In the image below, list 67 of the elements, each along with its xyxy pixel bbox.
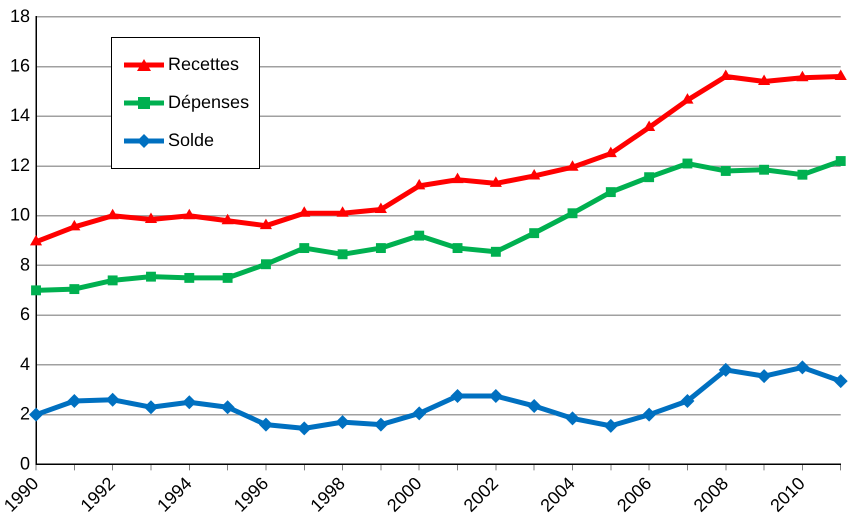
y-tick-label: 18: [10, 6, 30, 26]
y-tick-label: 6: [20, 304, 30, 324]
point: [836, 156, 846, 166]
point: [222, 272, 233, 283]
point: [414, 230, 424, 241]
point: [144, 400, 158, 414]
point: [527, 398, 542, 413]
point: [31, 285, 41, 296]
point: [338, 249, 348, 260]
point: [258, 418, 273, 432]
point: [642, 408, 656, 422]
point: [718, 362, 733, 377]
point: [566, 160, 579, 171]
point: [451, 172, 464, 184]
point: [452, 243, 462, 254]
point: [412, 406, 426, 420]
point: [260, 218, 272, 230]
point: [374, 202, 387, 214]
y-tick-label: 8: [20, 254, 30, 274]
point: [759, 164, 770, 175]
point: [108, 275, 118, 286]
point: [336, 206, 349, 217]
point: [604, 418, 618, 433]
point: [29, 408, 44, 422]
point: [374, 418, 388, 432]
point: [795, 360, 810, 374]
point: [834, 69, 847, 80]
point: [529, 228, 540, 238]
point: [644, 172, 654, 182]
y-tick-label: 16: [10, 56, 30, 76]
point: [184, 272, 194, 283]
point: [182, 395, 196, 410]
point: [490, 246, 501, 257]
point: [144, 212, 158, 223]
point: [834, 374, 848, 388]
y-tick-label: 4: [20, 354, 30, 374]
point: [797, 170, 808, 180]
y-tick-label: 14: [10, 105, 30, 126]
point: [146, 272, 156, 282]
point: [69, 284, 80, 294]
point: [528, 168, 540, 180]
point: [680, 394, 694, 408]
y-tick-label: 12: [10, 154, 30, 175]
y-tick-label: 0: [20, 453, 30, 474]
point: [220, 400, 235, 414]
y-tick-label: 2: [20, 404, 30, 424]
point: [297, 421, 312, 436]
point: [758, 74, 770, 85]
point: [299, 243, 310, 254]
point: [796, 70, 808, 82]
point: [376, 243, 386, 254]
y-tick-label: 10: [10, 204, 30, 225]
point: [720, 166, 731, 176]
point: [222, 214, 234, 224]
point: [260, 259, 271, 270]
point: [606, 187, 616, 198]
point: [568, 208, 578, 218]
point: [30, 234, 42, 246]
point: [490, 176, 502, 187]
point: [682, 158, 692, 168]
point: [67, 394, 82, 408]
legend-label: Solde: [168, 130, 214, 152]
point: [565, 411, 580, 426]
legend-label: Dépenses: [168, 92, 250, 114]
legend-label: Recettes: [168, 54, 240, 76]
point: [757, 369, 772, 384]
point: [183, 208, 196, 220]
